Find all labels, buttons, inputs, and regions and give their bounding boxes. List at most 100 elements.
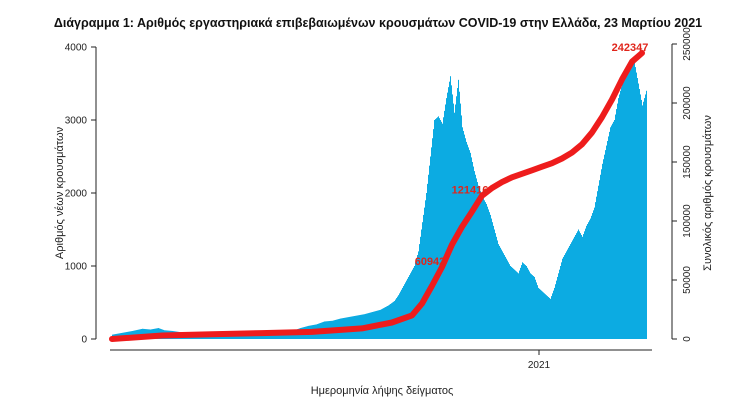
bar [526, 266, 527, 339]
bar [545, 294, 546, 339]
bar [424, 207, 425, 339]
bar [628, 72, 629, 340]
bar [566, 251, 567, 339]
bar [489, 212, 490, 339]
bar [233, 334, 234, 339]
bar [400, 291, 401, 339]
bar [640, 94, 641, 339]
bar [510, 266, 511, 339]
bar [627, 74, 628, 339]
bar [238, 334, 239, 339]
y-axis-left: 0 1000 2000 3000 4000 [65, 43, 97, 346]
bar [522, 262, 523, 339]
bar [592, 213, 593, 339]
bar [546, 295, 547, 339]
bar [494, 229, 495, 339]
bar [248, 334, 249, 339]
bar [641, 99, 642, 339]
bar [611, 125, 612, 339]
bar [585, 228, 586, 339]
bar [444, 110, 445, 339]
x-axis-label: Ημερομηνία λήψης δείγματος [311, 385, 454, 397]
bar [427, 183, 428, 339]
bar [486, 203, 487, 339]
bar [258, 333, 259, 339]
bar [408, 276, 409, 339]
bar [451, 85, 452, 339]
bar [442, 123, 443, 340]
bar [504, 255, 505, 339]
bar [591, 215, 592, 339]
y-tick-label-right: 150000 [682, 145, 693, 179]
bar [562, 258, 563, 339]
bar [532, 275, 533, 339]
cumulative-line [109, 50, 645, 342]
y-axis-label-right: Συνολικός αριθμός κρουσμάτων [702, 115, 714, 271]
bar [620, 90, 621, 339]
bar [597, 191, 598, 339]
bar [636, 72, 637, 340]
bar [249, 334, 250, 339]
bar [618, 98, 619, 339]
bar [253, 333, 254, 339]
bar [440, 120, 441, 339]
bar [582, 236, 583, 339]
y-tick-label-left: 4000 [65, 43, 88, 54]
bar [631, 67, 632, 339]
bar [539, 288, 540, 339]
bar [544, 293, 545, 339]
bar [589, 220, 590, 339]
bar [584, 231, 585, 339]
bar [475, 174, 476, 339]
bar [518, 273, 519, 339]
bar [638, 83, 639, 339]
bar [439, 118, 440, 339]
bar [501, 249, 502, 339]
bar [507, 260, 508, 339]
bar [254, 333, 255, 339]
y-axis-right: 0 50000 100000 150000 200000 250000 [671, 27, 693, 342]
bar [549, 297, 550, 339]
bar [441, 121, 442, 339]
bar [476, 178, 477, 339]
bar [625, 78, 626, 340]
bar [432, 138, 433, 339]
bar [571, 242, 572, 339]
y-tick-label-left: 0 [81, 335, 87, 346]
bar [626, 76, 627, 339]
bar [568, 247, 569, 339]
bar [250, 334, 251, 339]
bar [467, 144, 468, 339]
bar [443, 117, 444, 339]
bar [576, 233, 577, 339]
bar [535, 279, 536, 339]
bar [583, 234, 584, 339]
bar [531, 274, 532, 339]
bar [630, 68, 631, 340]
bar [474, 171, 475, 339]
bar [465, 138, 466, 339]
bar [515, 270, 516, 339]
bar [538, 287, 539, 339]
bar [540, 289, 541, 339]
bar [541, 290, 542, 339]
bar [433, 129, 434, 339]
bar [577, 231, 578, 339]
bar [247, 334, 248, 339]
bar [437, 117, 438, 339]
bar [520, 267, 521, 339]
bar [637, 78, 638, 340]
bar [426, 193, 427, 339]
bar [403, 286, 404, 339]
bar [574, 236, 575, 339]
bar [639, 88, 640, 339]
bar [235, 334, 236, 339]
x-axis: 2021 [110, 349, 652, 371]
bar [578, 229, 579, 339]
x-tick-label: 2021 [528, 360, 551, 371]
y-tick-label-left: 1000 [65, 262, 88, 273]
bar [602, 163, 603, 339]
bar [491, 218, 492, 339]
bar [514, 269, 515, 339]
bar [506, 258, 507, 339]
